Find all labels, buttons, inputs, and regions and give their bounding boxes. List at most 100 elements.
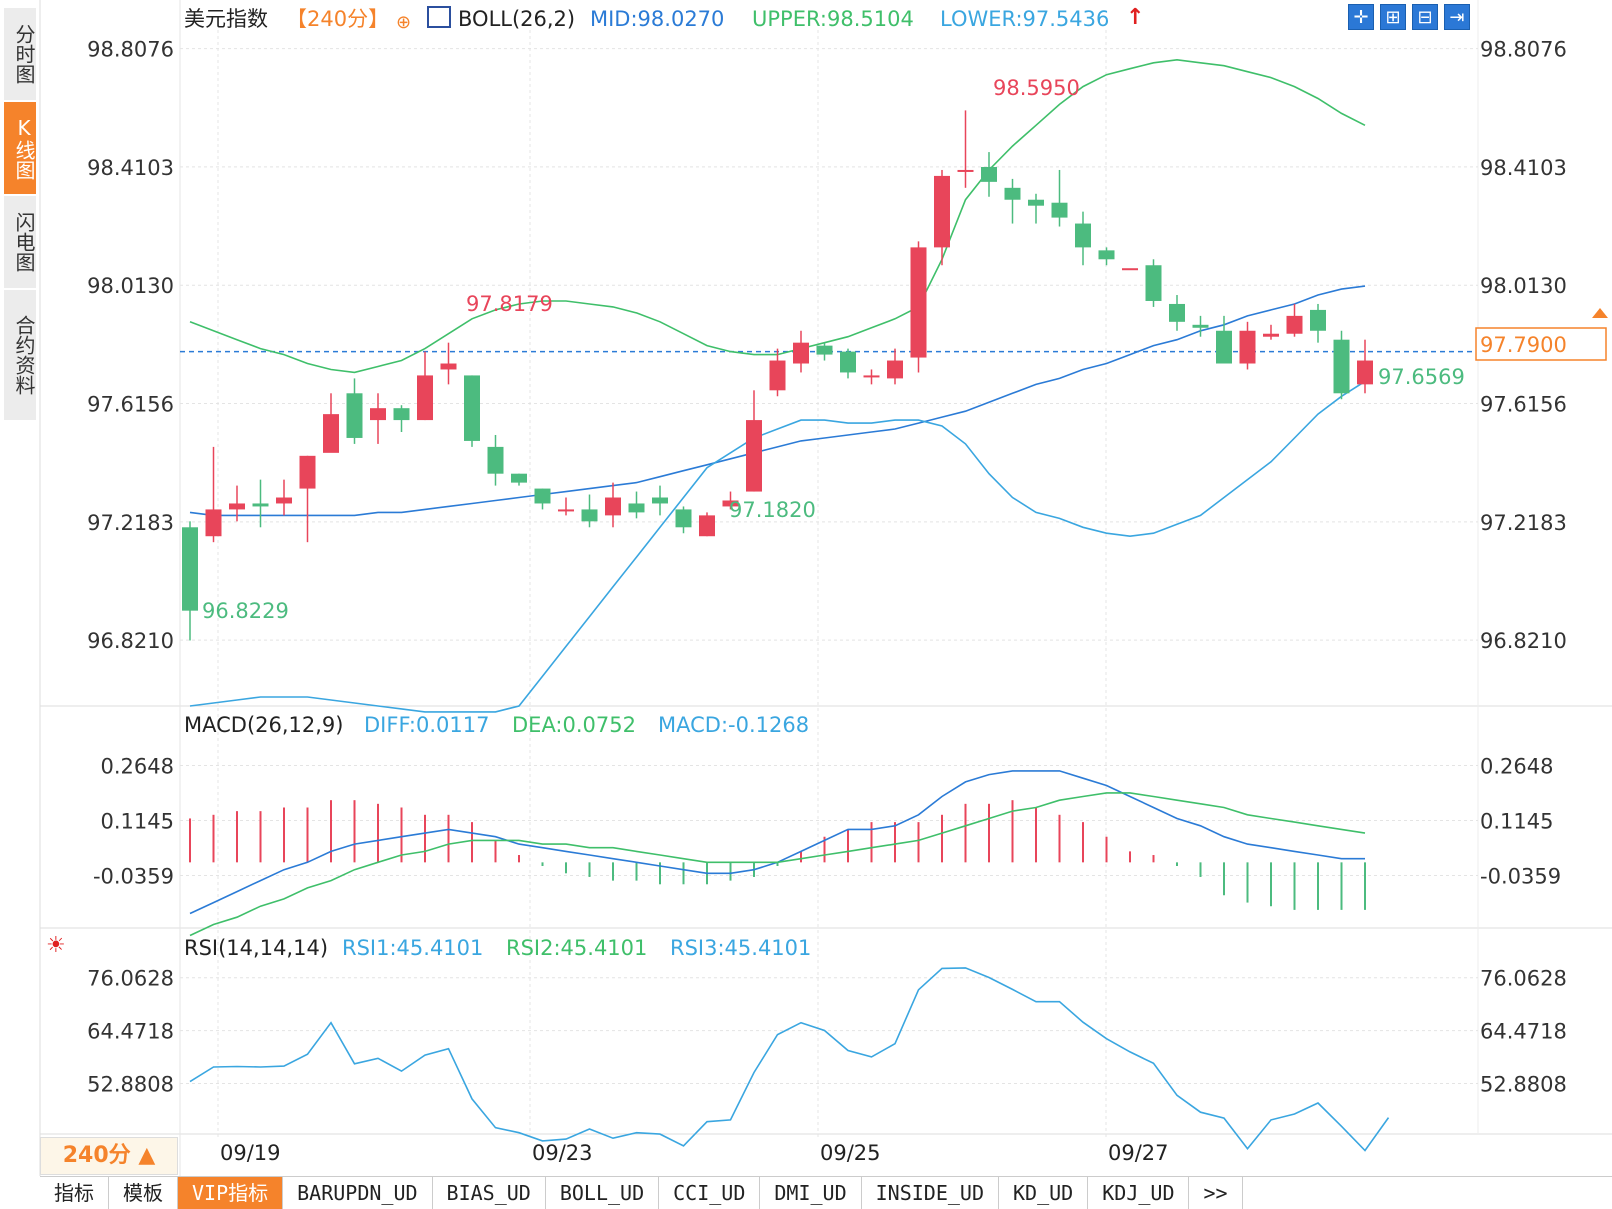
candle-body xyxy=(1333,339,1350,394)
zoom-out-icon[interactable]: ⊟ xyxy=(1412,4,1438,30)
macd-tick-right: 0.2648 xyxy=(1480,755,1553,779)
candle-body xyxy=(887,360,903,379)
sidebar-tab-timeshare[interactable]: 分时图 xyxy=(4,8,36,100)
candle-body xyxy=(487,446,504,474)
sidebar-tab-flash[interactable]: 闪电图 xyxy=(4,196,36,288)
sidebar-tab-contract-info[interactable]: 合约资料 xyxy=(4,290,36,420)
candle-body xyxy=(299,455,316,489)
tab-kd[interactable]: KD_UD xyxy=(999,1177,1089,1209)
candle-body xyxy=(511,473,527,483)
macd-hist-value: MACD:-0.1268 xyxy=(658,713,809,737)
macd-tick-left: -0.0359 xyxy=(93,864,174,888)
candle-body xyxy=(1051,202,1068,218)
fullscreen-icon[interactable]: ⇥ xyxy=(1444,4,1470,30)
current-price-arrow-icon xyxy=(1592,308,1608,318)
candle-body xyxy=(863,375,880,378)
annotation-local-low: 97.1820 xyxy=(729,498,816,522)
candle-body xyxy=(1357,360,1373,385)
candle-body xyxy=(440,363,457,370)
sidebar-tab-kline[interactable]: K线图 xyxy=(4,102,36,194)
date-label: 09/25 xyxy=(820,1141,881,1165)
candle-body xyxy=(276,497,292,504)
price-tick-right: 98.0130 xyxy=(1480,274,1567,298)
tab-kdj[interactable]: KDJ_UD xyxy=(1088,1177,1190,1209)
indicator-name: BOLL(26,2) xyxy=(458,7,575,31)
candle-body xyxy=(1075,223,1091,248)
candle-body xyxy=(628,503,645,513)
candle-body xyxy=(699,515,715,537)
chart-type-icon[interactable] xyxy=(427,6,451,28)
candle-body xyxy=(652,497,668,504)
candle-body xyxy=(1216,330,1232,364)
macd-tick-left: 0.1145 xyxy=(101,809,174,833)
boll-upper-value: UPPER:98.5104 xyxy=(752,7,914,31)
price-tick-left: 96.8210 xyxy=(87,629,174,653)
candle-body xyxy=(1263,333,1279,337)
rsi-tick-right: 76.0628 xyxy=(1480,967,1567,991)
macd-panel xyxy=(189,770,1366,937)
price-tick-right: 96.8210 xyxy=(1480,629,1567,653)
tab-bias[interactable]: BIAS_UD xyxy=(432,1177,546,1209)
candle-body xyxy=(534,488,551,504)
candle-body xyxy=(558,509,574,512)
candle-body xyxy=(910,247,927,358)
candle-body xyxy=(722,500,739,507)
macd-tick-right: -0.0359 xyxy=(1480,864,1561,888)
period-selector[interactable]: 240分 ▲ xyxy=(40,1137,178,1175)
annotation-local-high: 97.8179 xyxy=(466,292,553,316)
candles xyxy=(182,110,1373,641)
sun-icon[interactable]: ☀ xyxy=(46,933,66,958)
macd-diff-line xyxy=(189,770,1365,915)
candle-body xyxy=(393,408,410,421)
macd-diff-value: DIFF:0.0117 xyxy=(364,713,489,737)
price-tick-right: 98.4103 xyxy=(1480,156,1567,180)
symbol-title: 美元指数 xyxy=(184,7,268,31)
rsi-tick-right: 64.4718 xyxy=(1480,1020,1567,1044)
rsi1-value: RSI1:45.4101 xyxy=(342,936,483,960)
tab-cci[interactable]: CCI_UD xyxy=(659,1177,761,1209)
zoom-in-icon[interactable]: ⊞ xyxy=(1380,4,1406,30)
macd-tick-right: 0.1145 xyxy=(1480,809,1553,833)
rsi-panel xyxy=(189,967,1390,1152)
settings-circle-icon[interactable]: ⊕ xyxy=(396,12,411,33)
current-price-label: 97.7900 xyxy=(1480,333,1567,357)
candle-body xyxy=(1004,187,1021,200)
candle-body xyxy=(229,503,245,510)
rsi-line xyxy=(189,967,1390,1152)
tab-boll[interactable]: BOLL_UD xyxy=(545,1177,660,1209)
tab-barupdn[interactable]: BARUPDN_UD xyxy=(283,1177,433,1209)
macd-tick-left: 0.2648 xyxy=(101,755,174,779)
tab-inside[interactable]: INSIDE_UD xyxy=(861,1177,1000,1209)
candle-body xyxy=(1169,303,1185,322)
tab-vip-indicators[interactable]: VIP指标 xyxy=(178,1177,284,1209)
rsi2-value: RSI2:45.4101 xyxy=(506,936,647,960)
crosshair-icon[interactable]: ✛ xyxy=(1348,4,1374,30)
candle-body xyxy=(605,497,621,516)
candle-body xyxy=(675,509,692,528)
date-label: 09/19 xyxy=(220,1141,281,1165)
annotation-low: 96.8229 xyxy=(202,599,289,623)
candle-body xyxy=(840,351,856,373)
tab-templates[interactable]: 模板 xyxy=(109,1177,178,1209)
macd-dea-value: DEA:0.0752 xyxy=(512,713,636,737)
price-tick-right: 97.6156 xyxy=(1480,393,1567,417)
tab-dmi[interactable]: DMI_UD xyxy=(760,1177,862,1209)
candle-body xyxy=(1310,309,1326,331)
price-tick-left: 97.6156 xyxy=(87,393,174,417)
tab-indicators[interactable]: 指标 xyxy=(40,1177,109,1209)
candle-body xyxy=(581,509,598,522)
boll-mid-line xyxy=(189,285,1366,517)
up-arrow-icon[interactable]: ↑ xyxy=(1126,5,1144,30)
candle-body xyxy=(370,408,386,421)
price-tick-left: 98.0130 xyxy=(87,274,174,298)
candle-body xyxy=(252,503,269,507)
candle-body xyxy=(1239,330,1256,364)
candle-body xyxy=(1028,199,1044,206)
candle-body xyxy=(1286,315,1303,334)
tab-more[interactable]: >> xyxy=(1189,1177,1243,1209)
candle-body xyxy=(464,375,480,441)
candle-body xyxy=(981,166,997,182)
annotation-last-low: 97.6569 xyxy=(1378,365,1465,389)
rsi3-value: RSI3:45.4101 xyxy=(670,936,811,960)
